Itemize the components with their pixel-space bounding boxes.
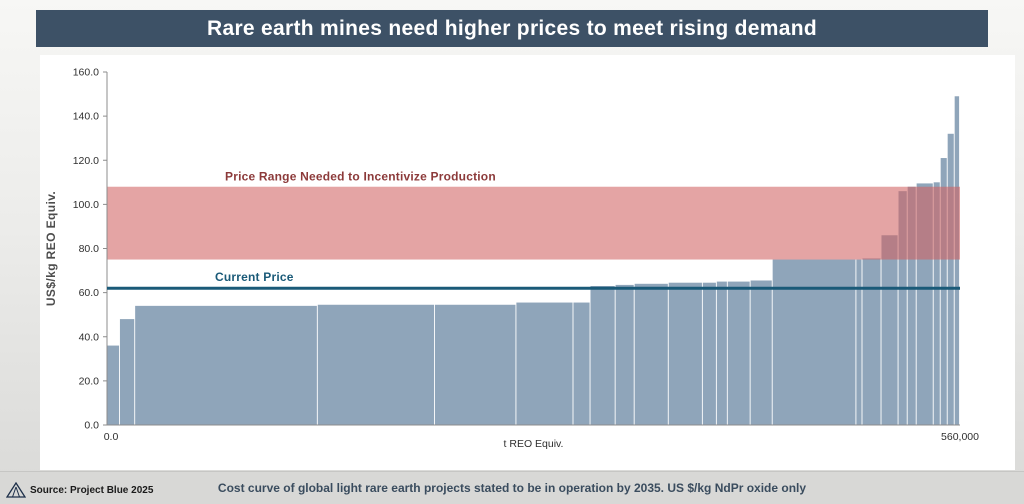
cost-curve-bar bbox=[135, 305, 317, 425]
cost-curve-bar bbox=[573, 302, 590, 425]
cost-curve-bar bbox=[516, 302, 573, 425]
y-tick-label: 120.0 bbox=[73, 155, 99, 167]
cost-curve-bar bbox=[881, 235, 898, 425]
cost-curve-bar bbox=[716, 281, 727, 425]
cost-curve-bar bbox=[634, 283, 668, 425]
x-tick-label-min: 0.0 bbox=[104, 431, 119, 443]
cost-curve-bar bbox=[750, 280, 772, 425]
y-tick-label: 20.0 bbox=[79, 375, 100, 387]
y-tick-label: 160.0 bbox=[73, 67, 99, 79]
cost-curve-bar bbox=[668, 282, 702, 425]
cost-curve-bar bbox=[954, 96, 960, 425]
cost-curve-bar bbox=[856, 259, 862, 425]
cost-curve-bar bbox=[434, 304, 516, 425]
cost-curve-bar bbox=[615, 284, 634, 425]
cost-curve-chart: 0.0 20.0 40.0 60.0 80.0 100.0 120.0 140.0 160.0 0… bbox=[44, 67, 979, 451]
y-tick-label: 80.0 bbox=[79, 243, 100, 255]
y-tick-label: 0.0 bbox=[84, 420, 99, 432]
y-tick-label: 40.0 bbox=[79, 331, 100, 343]
cost-curve-bar bbox=[898, 191, 907, 425]
cost-curve-bar bbox=[107, 345, 120, 425]
page-title: Rare earth mines need higher prices to m… bbox=[36, 10, 988, 47]
y-tick-label: 60.0 bbox=[79, 287, 100, 299]
cost-curve-bar bbox=[119, 319, 135, 425]
y-axis-title: US$/kg REO Equiv. bbox=[44, 191, 58, 306]
cost-curve-bar bbox=[727, 281, 750, 425]
cost-curve-bar bbox=[590, 286, 615, 425]
chart-caption: Cost curve of global light rare earth pr… bbox=[217, 481, 807, 495]
x-axis-title: t REO Equiv. bbox=[504, 438, 564, 450]
cost-curve-bar bbox=[940, 158, 947, 425]
cost-curve-bar bbox=[702, 282, 716, 425]
source-note: Source: Project Blue 2025 bbox=[6, 482, 153, 498]
price-band-label: Price Range Needed to Incentivize Produc… bbox=[225, 170, 496, 184]
y-tick-label: 100.0 bbox=[73, 199, 99, 211]
cost-curve-bar bbox=[907, 186, 916, 425]
chart-area: 0.0 20.0 40.0 60.0 80.0 100.0 120.0 140.0 160.0 0… bbox=[40, 55, 1015, 470]
x-tick-label-max: 560,000 bbox=[941, 431, 979, 443]
cost-curve-bar bbox=[933, 182, 940, 425]
source-text: Source: Project Blue 2025 bbox=[30, 484, 154, 496]
cost-curve-bar bbox=[317, 304, 435, 425]
footer-bar: Cost curve of global light rare earth pr… bbox=[0, 471, 1024, 504]
price-band bbox=[107, 186, 960, 260]
cost-curve-bar bbox=[947, 133, 954, 425]
cost-curve-bar bbox=[772, 259, 856, 425]
current-price-label: Current Price bbox=[215, 270, 294, 284]
cost-curve-bar bbox=[862, 258, 881, 425]
project-blue-logo bbox=[6, 482, 26, 498]
y-tick-label: 140.0 bbox=[73, 111, 99, 123]
